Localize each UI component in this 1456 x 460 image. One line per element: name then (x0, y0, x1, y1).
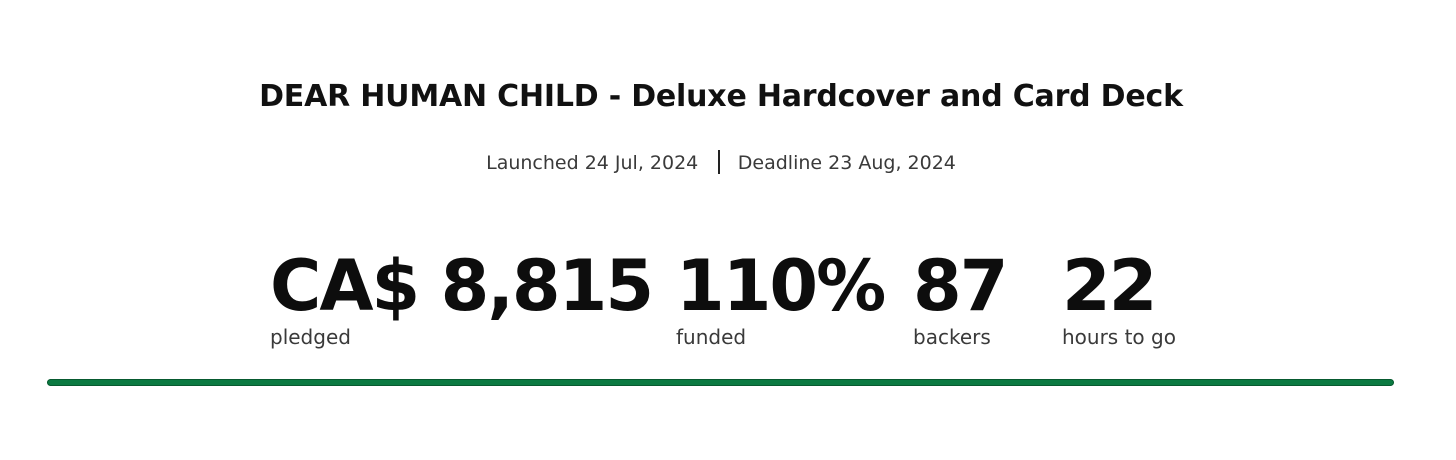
backers-label: backers (913, 325, 991, 349)
funding-progress-fill (47, 379, 1394, 386)
time-left-label: hours to go (1062, 325, 1176, 349)
stat-backers: 87 backers (913, 245, 1008, 350)
pledged-label: pledged (270, 325, 351, 349)
stat-time-left: 22 hours to go (1062, 246, 1176, 350)
launch-date: Launched 24 Jul, 2024 (486, 152, 699, 174)
pledged-amount: CA$ 8,815 (270, 245, 654, 327)
deadline-date: Deadline 23 Aug, 2024 (737, 152, 956, 174)
time-left-value: 22 (1062, 245, 1157, 327)
campaign-dates: Launched 24 Jul, 2024 Deadline 23 Aug, 20… (0, 150, 1442, 174)
backers-count: 87 (913, 245, 1008, 327)
project-title: DEAR HUMAN CHILD - Deluxe Hardcover and … (259, 79, 1183, 114)
date-divider (718, 150, 720, 174)
funded-percent: 110% (676, 245, 886, 327)
funding-progress-bar (47, 379, 1394, 386)
stat-funded: 110% funded (676, 245, 886, 350)
stat-pledged: CA$ 8,815 pledged (270, 245, 654, 350)
funded-label: funded (676, 325, 747, 349)
